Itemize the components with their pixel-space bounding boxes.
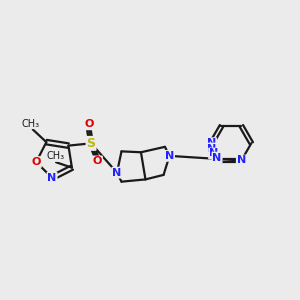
Text: N: N (212, 153, 222, 163)
Text: N: N (237, 155, 246, 166)
Text: O: O (93, 156, 102, 167)
Text: CH₃: CH₃ (22, 118, 40, 129)
Text: O: O (32, 157, 41, 167)
Text: O: O (84, 119, 94, 129)
Text: N: N (207, 138, 216, 148)
Text: N: N (165, 151, 174, 161)
Text: N: N (209, 148, 218, 158)
Text: N: N (47, 173, 57, 183)
Text: S: S (86, 137, 95, 150)
Text: N: N (112, 168, 122, 178)
Text: CH₃: CH₃ (46, 152, 65, 161)
Text: N: N (207, 143, 216, 154)
